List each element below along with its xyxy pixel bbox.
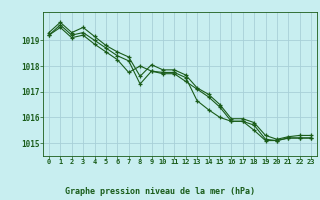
Text: Graphe pression niveau de la mer (hPa): Graphe pression niveau de la mer (hPa) — [65, 187, 255, 196]
